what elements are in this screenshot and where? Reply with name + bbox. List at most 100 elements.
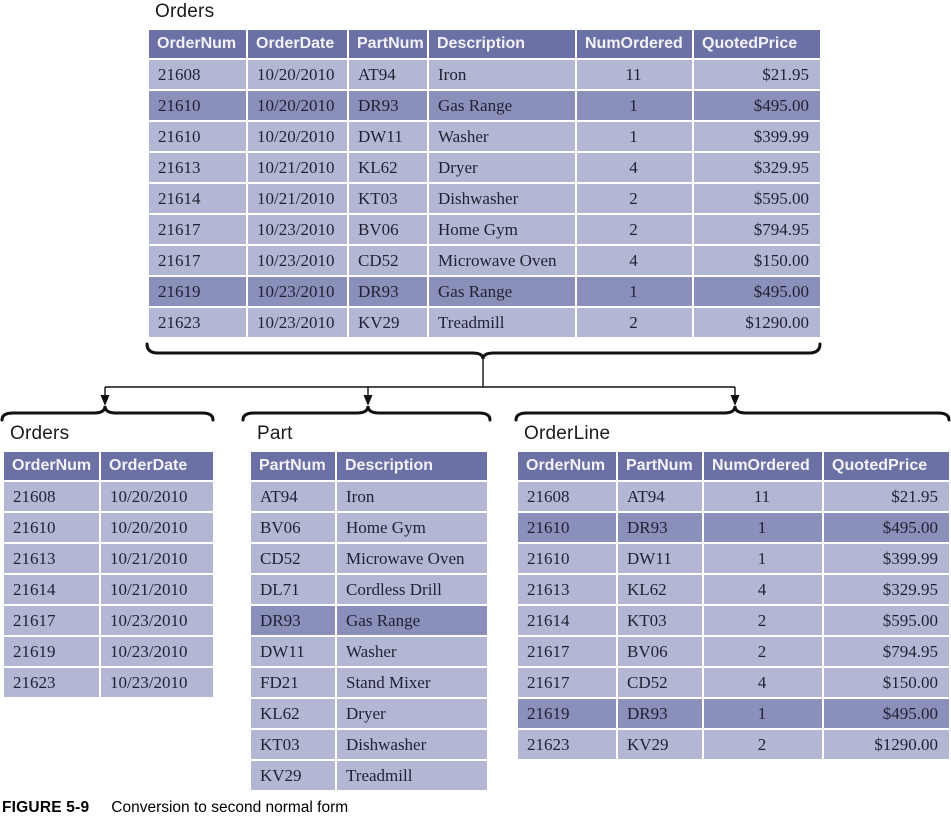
orderline-overbrace — [514, 405, 951, 422]
table-row: DR93 Gas Range — [249, 604, 489, 637]
column-header: QuotedPrice — [692, 28, 822, 60]
table-row: 21617 CD52 4 $150.00 — [516, 666, 951, 699]
table-cell: 4 — [575, 151, 694, 184]
table-cell: 1 — [575, 120, 694, 153]
column-header: OrderDate — [246, 28, 349, 60]
table-cell: 21619 — [147, 275, 248, 308]
table-cell: 21619 — [2, 635, 101, 668]
table-row: 21610 10/20/2010 DW11 Washer 1 $399.99 — [147, 120, 822, 153]
table-row: 21613 KL62 4 $329.95 — [516, 573, 951, 606]
brace-connector — [0, 342, 951, 422]
table-cell: Gas Range — [427, 275, 577, 308]
table-cell: $794.95 — [692, 213, 822, 246]
table-row: 21619 10/23/2010 DR93 Gas Range 1 $495.00 — [147, 275, 822, 308]
table-cell: 2 — [702, 728, 824, 761]
table-cell: AT94 — [249, 480, 337, 513]
table-cell: $399.99 — [822, 542, 951, 575]
table-cell: 21613 — [516, 573, 618, 606]
table-cell: CD52 — [347, 244, 429, 277]
header-row: OrderNum PartNum NumOrdered QuotedPrice — [516, 450, 951, 482]
table-row: 21613 10/21/2010 KL62 Dryer 4 $329.95 — [147, 151, 822, 184]
table-cell: Iron — [335, 480, 489, 513]
table-row: 21617 BV06 2 $794.95 — [516, 635, 951, 668]
table-cell: KL62 — [347, 151, 429, 184]
table-cell: AT94 — [616, 480, 704, 513]
column-header: NumOrdered — [702, 450, 824, 482]
table-title-part: Part — [257, 423, 293, 444]
table-cell: 21617 — [516, 635, 618, 668]
column-header: Description — [335, 450, 489, 482]
table-row: 21610 10/20/2010 DR93 Gas Range 1 $495.00 — [147, 89, 822, 122]
column-header: NumOrdered — [575, 28, 694, 60]
table-row: 21619 10/23/2010 — [2, 635, 215, 668]
table-cell: 21608 — [147, 58, 248, 91]
data-table: OrderNum OrderDate PartNum Description NumOr… — [147, 28, 822, 339]
table-row: 21614 KT03 2 $595.00 — [516, 604, 951, 637]
table-cell: 10/23/2010 — [99, 666, 215, 699]
table-cell: BV06 — [347, 213, 429, 246]
table-cell: DR93 — [347, 89, 429, 122]
column-header: QuotedPrice — [822, 450, 951, 482]
table-cell: DL71 — [249, 573, 337, 606]
table-cell: Dryer — [427, 151, 577, 184]
table-cell: Microwave Oven — [427, 244, 577, 277]
table-cell: DW11 — [616, 542, 704, 575]
table-cell: BV06 — [249, 511, 337, 544]
table-row: 21619 DR93 1 $495.00 — [516, 697, 951, 730]
table-row: 21610 10/20/2010 — [2, 511, 215, 544]
table-cell: KV29 — [249, 759, 337, 792]
table-cell: 21610 — [516, 542, 618, 575]
table-cell: $329.95 — [692, 151, 822, 184]
table-cell: $150.00 — [692, 244, 822, 277]
column-header: Description — [427, 28, 577, 60]
table-cell: Treadmill — [335, 759, 489, 792]
table-cell: 10/21/2010 — [246, 182, 349, 215]
column-header: OrderNum — [147, 28, 248, 60]
table-title-orderline: OrderLine — [524, 423, 611, 444]
table-cell: 21610 — [147, 89, 248, 122]
top-underbrace — [145, 342, 822, 360]
header-row: PartNum Description — [249, 450, 489, 482]
table-cell: 10/23/2010 — [246, 275, 349, 308]
column-header: OrderNum — [2, 450, 101, 482]
table-cell: $150.00 — [822, 666, 951, 699]
table-row: 21608 10/20/2010 — [2, 480, 215, 513]
orders-2nf-table: OrderNum OrderDate 21608 10/20/2010 21610 10/… — [2, 450, 215, 699]
table-cell: 10/20/2010 — [246, 89, 349, 122]
table-cell: DW11 — [249, 635, 337, 668]
table-cell: $495.00 — [692, 89, 822, 122]
table-cell: 21614 — [147, 182, 248, 215]
table-cell: 21610 — [516, 511, 618, 544]
data-table: OrderNum OrderDate 21608 10/20/2010 21610 10/… — [2, 450, 215, 699]
table-row: 21617 10/23/2010 — [2, 604, 215, 637]
table-cell: $399.99 — [692, 120, 822, 153]
table-row: 21610 DW11 1 $399.99 — [516, 542, 951, 575]
orders-overbrace — [0, 405, 215, 422]
table-cell: 10/20/2010 — [246, 58, 349, 91]
table-cell: KL62 — [616, 573, 704, 606]
table-cell: Dishwasher — [335, 728, 489, 761]
table-row: 21608 10/20/2010 AT94 Iron 11 $21.95 — [147, 58, 822, 91]
table-cell: Cordless Drill — [335, 573, 489, 606]
table-cell: 2 — [575, 213, 694, 246]
table-row: CD52 Microwave Oven — [249, 542, 489, 575]
table-cell: 21617 — [516, 666, 618, 699]
header-row: OrderNum OrderDate — [2, 450, 215, 482]
table-cell: 10/21/2010 — [99, 573, 215, 606]
table-row: 21610 DR93 1 $495.00 — [516, 511, 951, 544]
table-cell: 4 — [702, 573, 824, 606]
table-cell: $595.00 — [822, 604, 951, 637]
table-cell: 11 — [575, 58, 694, 91]
table-cell: 2 — [702, 635, 824, 668]
part-table: PartNum Description AT94 Iron BV06 Home Gym CD… — [249, 450, 489, 792]
table-cell: 1 — [575, 275, 694, 308]
table-row: KV29 Treadmill — [249, 759, 489, 792]
table-cell: BV06 — [616, 635, 704, 668]
data-table: PartNum Description AT94 Iron BV06 Home Gym CD… — [249, 450, 489, 792]
table-cell: Dryer — [335, 697, 489, 730]
left-arrowhead-icon — [100, 395, 110, 406]
table-cell: 21619 — [516, 697, 618, 730]
column-header: PartNum — [616, 450, 704, 482]
table-cell: 21623 — [516, 728, 618, 761]
